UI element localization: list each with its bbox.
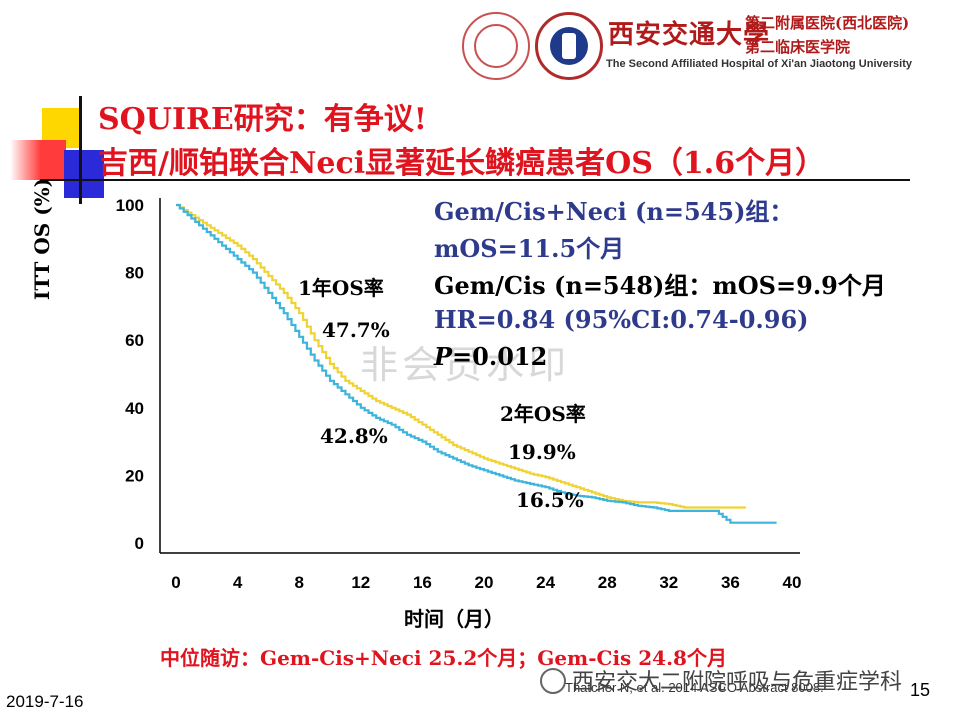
followup-note: 中位随访：Gem-Cis+Neci 25.2个月；Gem-Cis 24.8个月 <box>160 646 727 670</box>
slide-date: 2019-7-16 <box>6 692 84 711</box>
y-tick-label: 0 <box>135 534 144 553</box>
slide-title-line2: 吉西/顺铂联合Neci显著延长鳞癌患者OS（1.6个月） <box>98 146 826 181</box>
stats-control-group: Gem/Cis (n=548)组：mOS=9.9个月 <box>434 271 886 300</box>
x-tick-label: 0 <box>171 573 180 592</box>
hospital-name-line1: 第二附属医院(西北医院) <box>745 14 910 32</box>
annotation-1yr-control: 42.8% <box>320 424 388 448</box>
x-tick-label: 40 <box>783 573 802 592</box>
wechat-icon <box>540 668 566 694</box>
x-tick-label: 24 <box>536 573 555 592</box>
annotation-1yr-neci: 47.7% <box>322 318 390 342</box>
annotation-2yr-control: 16.5% <box>516 488 584 512</box>
x-tick-label: 16 <box>413 573 432 592</box>
wechat-account-watermark: 西安交大二附院呼吸与危重症学科 <box>572 670 903 695</box>
decor-blue-square <box>64 150 104 198</box>
annotation-1yr-label: 1年OS率 <box>298 276 384 300</box>
chart-axes <box>159 198 800 554</box>
survival-curves <box>176 203 777 524</box>
y-tick-label: 20 <box>125 466 144 485</box>
stats-neci-group: Gem/Cis+Neci (n=545)组： <box>434 197 794 226</box>
annotation-2yr-label: 2年OS率 <box>500 402 586 426</box>
university-seal-logo <box>462 12 530 80</box>
university-name: 西安交通大學 <box>608 20 771 50</box>
citation-text: Thatcher N, et al. 2014 ASCO Abstract 80… <box>565 680 824 695</box>
hospital-english-name: The Second Affiliated Hospital of Xi'an … <box>606 58 912 70</box>
page-number: 15 <box>910 680 931 700</box>
slide-title-line1: SQUIRE研究：有争议! <box>98 102 427 137</box>
y-tick-label: 100 <box>116 196 144 215</box>
stats-hazard-ratio: HR=0.84 (95%CI:0.74-0.96) <box>434 305 809 334</box>
x-tick-label: 20 <box>475 573 494 592</box>
x-tick-labels: 0 4 8 12 16 20 24 28 32 36 40 <box>171 573 801 592</box>
hospital-emblem-logo <box>535 12 603 80</box>
y-tick-label: 40 <box>125 399 144 418</box>
y-tick-labels: 0 20 40 60 80 100 <box>116 196 144 553</box>
y-tick-label: 60 <box>125 331 144 350</box>
decor-red-square <box>10 140 66 180</box>
title-divider-line <box>40 179 910 181</box>
decor-vertical-line <box>79 96 82 204</box>
survival-curve-1 <box>176 203 777 524</box>
stats-p-value: P=0.012 <box>434 342 548 371</box>
stats-neci-mos: mOS=11.5个月 <box>434 234 625 263</box>
x-axis-label: 时间（月） <box>404 607 504 631</box>
x-tick-label: 28 <box>598 573 617 592</box>
survival-curve-0 <box>176 203 746 509</box>
y-axis-label: ITT OS (%) <box>30 177 54 300</box>
x-tick-label: 32 <box>659 573 678 592</box>
y-tick-label: 80 <box>125 264 144 283</box>
hospital-name-line2: 第二临床医学院 <box>745 38 851 56</box>
watermark-text: 非会员水印 <box>360 343 571 387</box>
x-tick-label: 8 <box>294 573 303 592</box>
x-tick-label: 36 <box>721 573 740 592</box>
x-tick-label: 4 <box>233 573 243 592</box>
annotation-2yr-neci: 19.9% <box>508 440 576 464</box>
x-tick-label: 12 <box>351 573 370 592</box>
